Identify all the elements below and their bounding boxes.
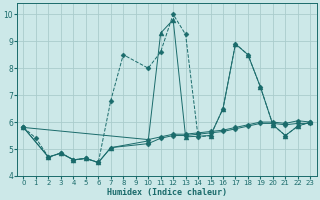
X-axis label: Humidex (Indice chaleur): Humidex (Indice chaleur)	[107, 188, 227, 197]
